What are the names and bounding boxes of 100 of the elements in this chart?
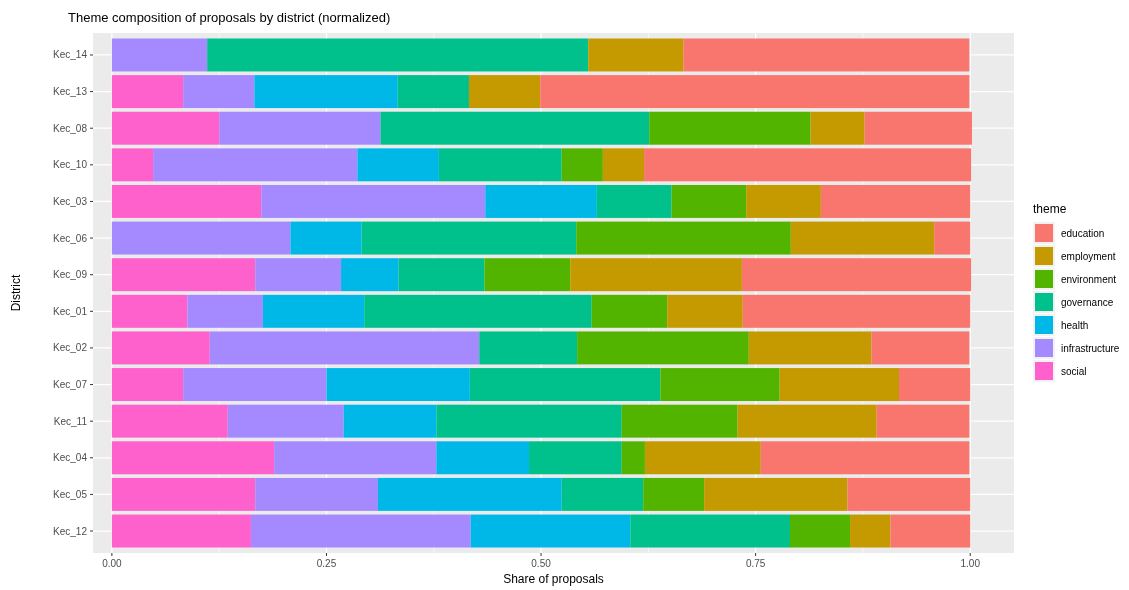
bar	[621, 404, 738, 438]
bar	[111, 441, 275, 475]
bar	[748, 331, 872, 365]
bar	[357, 148, 439, 182]
legend-label: health	[1061, 319, 1089, 331]
bar	[742, 294, 971, 328]
bar	[183, 75, 255, 109]
bar	[876, 404, 970, 438]
bar	[561, 148, 603, 182]
bar	[470, 514, 631, 548]
bar	[183, 368, 327, 402]
bar	[479, 331, 578, 365]
legend-title: theme	[1033, 202, 1067, 216]
bar	[290, 221, 362, 255]
x-tick-label: 0.75	[745, 558, 766, 569]
y-tick-label: Kec_05	[53, 488, 88, 500]
legend-label: employment	[1061, 250, 1116, 262]
bar	[398, 258, 485, 292]
bar	[111, 294, 188, 328]
y-tick-label: Kec_14	[53, 49, 88, 61]
bar	[898, 368, 971, 402]
bar	[741, 258, 972, 292]
bar	[529, 441, 622, 475]
bar	[111, 331, 210, 365]
y-tick-label: Kec_02	[53, 342, 88, 354]
legend-label: infrastructure	[1061, 342, 1120, 354]
bar	[111, 258, 256, 292]
bar	[789, 514, 851, 548]
y-tick-label: Kec_10	[53, 159, 88, 171]
y-tick-label: Kec_04	[53, 452, 88, 464]
bar	[790, 221, 935, 255]
bar	[364, 294, 592, 328]
bar	[540, 75, 970, 109]
bar	[326, 368, 470, 402]
bar	[341, 258, 399, 292]
bar	[596, 184, 672, 218]
x-tick-label: 0.50	[531, 558, 552, 569]
bar	[602, 148, 645, 182]
bar	[644, 441, 761, 475]
bar	[436, 441, 530, 475]
bar	[649, 111, 811, 145]
bar	[704, 477, 848, 511]
bar	[746, 184, 821, 218]
bar	[436, 404, 622, 438]
bar	[255, 477, 378, 511]
bar	[343, 404, 437, 438]
bar	[468, 75, 541, 109]
bar	[760, 441, 970, 475]
bar	[227, 404, 344, 438]
bar	[380, 111, 650, 145]
y-tick-label: Kec_08	[53, 122, 88, 134]
bar	[262, 294, 365, 328]
bar	[397, 75, 469, 109]
bar	[890, 514, 971, 548]
bar	[561, 477, 644, 511]
bar	[153, 148, 358, 182]
bar	[274, 441, 437, 475]
bar	[630, 514, 790, 548]
bar	[254, 75, 398, 109]
bar	[377, 477, 562, 511]
bar	[621, 441, 645, 475]
y-axis-title: District	[9, 274, 23, 312]
legend-label: environment	[1061, 273, 1117, 285]
y-tick-label: Kec_07	[53, 379, 88, 391]
bar	[671, 184, 747, 218]
bar	[219, 111, 381, 145]
bar	[111, 75, 184, 109]
bar	[644, 148, 972, 182]
legend-label: governance	[1061, 296, 1114, 308]
x-tick-label: 0.25	[316, 558, 337, 569]
bar	[261, 184, 486, 218]
bar	[111, 404, 228, 438]
bar	[934, 221, 971, 255]
bar	[643, 477, 705, 511]
bar	[111, 38, 208, 72]
bar	[207, 38, 589, 72]
bar	[847, 477, 971, 511]
bar	[667, 294, 743, 328]
y-tick-label: Kec_06	[53, 232, 88, 244]
x-tick-label: 1.00	[960, 558, 981, 569]
bar	[209, 331, 480, 365]
bar	[361, 221, 577, 255]
y-tick-label: Kec_12	[53, 525, 88, 537]
bar	[810, 111, 865, 145]
bar	[111, 514, 251, 548]
bar	[485, 184, 597, 218]
y-tick-label: Kec_11	[53, 415, 88, 427]
bar	[864, 111, 972, 145]
bar	[660, 368, 780, 402]
bar	[250, 514, 471, 548]
bar	[779, 368, 899, 402]
bar	[111, 221, 291, 255]
bar	[570, 258, 742, 292]
bar	[820, 184, 971, 218]
bar	[850, 514, 891, 548]
bar	[683, 38, 970, 72]
bar	[111, 368, 184, 402]
bar	[111, 111, 220, 145]
chart-title: Theme composition of proposals by district (normalized)	[68, 10, 391, 25]
bar	[111, 184, 262, 218]
